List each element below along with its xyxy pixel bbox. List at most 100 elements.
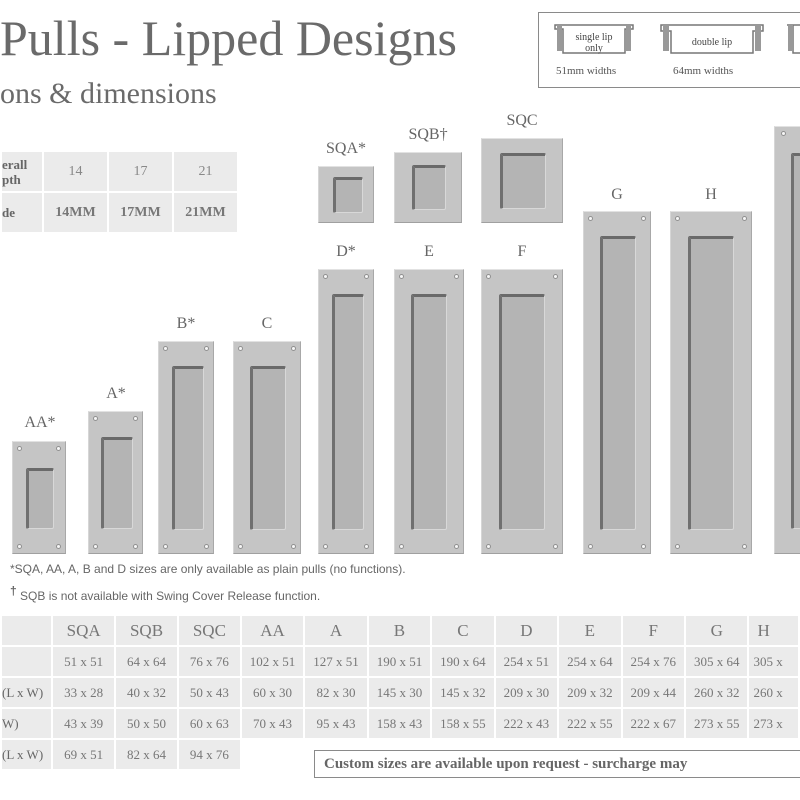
screw-icon (364, 544, 369, 549)
double-lip-label: double lip (691, 37, 733, 48)
pull-recess (499, 294, 545, 530)
screw-icon (553, 274, 558, 279)
screw-icon (56, 446, 61, 451)
pull-recess (250, 366, 286, 530)
column-header: B (368, 616, 431, 645)
pull-sqa (318, 166, 374, 223)
single-lip-caption: 51mm widths (556, 65, 617, 77)
table-row: (L x W) 33 x 28 40 x 32 50 x 43 60 x 30 … (2, 678, 798, 707)
pull-label-g: G (611, 186, 623, 203)
row-label: (L x W) (2, 678, 52, 707)
third-lip-profile-icon (785, 23, 800, 55)
table-cell: 94 x 76 (178, 740, 240, 769)
row-label: (L x W) (2, 740, 52, 769)
screw-icon (588, 544, 593, 549)
column-header: G (686, 616, 748, 645)
pull-recess (791, 153, 800, 529)
page-subtitle: ons & dimensions (0, 77, 217, 110)
dagger-mark: † (10, 584, 17, 598)
screw-icon (133, 544, 138, 549)
pull-d (318, 269, 374, 554)
screw-icon (675, 544, 680, 549)
table-row: W) 43 x 39 50 x 50 60 x 63 70 x 43 95 x … (2, 709, 798, 738)
code-value: 14MM (44, 193, 107, 232)
screw-icon (238, 346, 243, 351)
pull-c (233, 341, 301, 554)
screw-icon (486, 544, 491, 549)
screw-icon (588, 216, 593, 221)
table-cell: 273 x 55 (686, 709, 748, 738)
pull-recess (600, 236, 636, 530)
table-cell: 209 x 30 (495, 678, 558, 707)
column-header: SQB (116, 616, 177, 645)
pull-b (158, 341, 214, 554)
pull-label-h: H (705, 186, 717, 203)
row-label: W) (2, 709, 52, 738)
screw-icon (17, 446, 22, 451)
single-lip-profile-icon (553, 23, 635, 55)
screw-icon (742, 216, 747, 221)
table-cell: 43 x 39 (53, 709, 115, 738)
pull-recess (412, 165, 446, 210)
double-lip-caption: 64mm widths (673, 65, 734, 77)
row-label (2, 647, 52, 676)
table-cell: 76 x 76 (178, 647, 240, 676)
table-cell: 190 x 64 (432, 647, 494, 676)
column-header: SQA (53, 616, 115, 645)
screw-icon (238, 544, 243, 549)
corner-cell (2, 616, 52, 645)
pull-recess (333, 177, 363, 213)
pull-label-sqa: SQA* (325, 140, 366, 157)
pull-recess (172, 366, 204, 530)
table-cell: 40 x 32 (116, 678, 177, 707)
screw-icon (93, 416, 98, 421)
pull-label-d: D* (336, 243, 356, 260)
table-cell: 33 x 28 (53, 678, 115, 707)
pull-recess (688, 236, 734, 530)
pull-e (394, 269, 464, 554)
screw-icon (133, 416, 138, 421)
pull-label-c: C (261, 315, 273, 332)
pull-label-e: E (424, 243, 434, 260)
screw-icon (454, 544, 459, 549)
pull-label-f: F (517, 243, 527, 260)
table-cell: 209 x 32 (559, 678, 621, 707)
column-header: H (749, 616, 798, 645)
column-header: C (432, 616, 494, 645)
availability-note: *SQA, AA, A, B and D sizes are only avai… (10, 562, 406, 576)
table-cell: 102 x 51 (241, 647, 304, 676)
screw-icon (399, 274, 404, 279)
column-header: A (305, 616, 367, 645)
pull-partial (774, 126, 800, 554)
column-header: AA (241, 616, 304, 645)
screw-icon (675, 216, 680, 221)
column-header: SQC (178, 616, 240, 645)
blank-cell (242, 740, 303, 769)
table-cell: 127 x 51 (305, 647, 367, 676)
screw-icon (641, 544, 646, 549)
screw-icon (553, 544, 558, 549)
pull-recess (101, 437, 133, 529)
table-cell: 260 x 32 (686, 678, 748, 707)
screw-icon (486, 274, 491, 279)
table-cell: 209 x 44 (622, 678, 684, 707)
page-title: Pulls - Lipped Designs (0, 10, 457, 66)
pull-sqb (394, 152, 462, 223)
size-table: SQA SQB SQC AA A B C D E F G H 51 x 51 6… (0, 614, 800, 771)
pull-label-sqb: SQB† (408, 126, 448, 143)
double-lip-profile-icon (659, 23, 765, 55)
table-row: 51 x 51 64 x 64 76 x 76 102 x 51 127 x 5… (2, 647, 798, 676)
code-value: 21MM (174, 193, 237, 232)
table-cell: 51 x 51 (53, 647, 115, 676)
table-cell: 60 x 63 (178, 709, 240, 738)
screw-icon (323, 544, 328, 549)
table-cell: 273 x (749, 709, 798, 738)
custom-sizes-banner: Custom sizes are available upon request … (314, 750, 800, 778)
screw-icon (204, 346, 209, 351)
lip-profile-legend: single lip only 51mm widths double lip 6… (538, 12, 800, 88)
table-cell: 70 x 43 (241, 709, 304, 738)
pull-sqc (481, 138, 563, 223)
size-header-row: SQA SQB SQC AA A B C D E F G H (2, 616, 798, 645)
table-cell: 254 x 51 (495, 647, 558, 676)
table-cell: 82 x 64 (116, 740, 177, 769)
